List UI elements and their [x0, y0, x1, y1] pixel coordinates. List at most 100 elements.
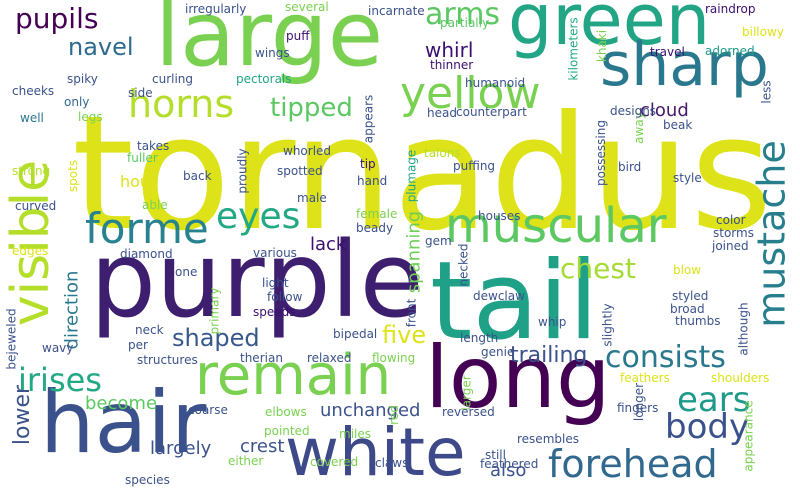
cloud-word: tornadus: [72, 82, 773, 266]
cloud-word: purple: [90, 219, 424, 341]
cloud-word: length: [460, 331, 499, 345]
cloud-word: largely: [150, 438, 212, 459]
cloud-word: curved: [15, 199, 57, 213]
cloud-word: elbows: [265, 405, 307, 419]
cloud-word: whirl: [425, 38, 474, 62]
cloud-word: long: [425, 328, 611, 428]
cloud-word: hand: [357, 174, 388, 188]
cloud-word: legs: [78, 110, 103, 124]
cloud-word: slightly: [600, 302, 615, 347]
cloud-word: tail: [430, 239, 599, 364]
cloud-word: unchanged: [320, 400, 421, 421]
cloud-word: either: [228, 454, 264, 468]
cloud-word: green: [508, 0, 711, 61]
cloud-word: puffing: [453, 159, 496, 173]
cloud-word: feathered: [480, 457, 539, 471]
cloud-word: spiky: [67, 72, 98, 86]
cloud-word: although: [736, 301, 751, 356]
cloud-word: thumbs: [675, 314, 721, 328]
cloud-word: also: [490, 460, 527, 481]
cloud-word: cloud: [640, 100, 689, 121]
cloud-word: male: [297, 191, 327, 205]
cloud-word: spots: [66, 159, 81, 193]
cloud-word: miles: [339, 427, 371, 441]
cloud-word: curling: [152, 72, 194, 86]
cloud-word: hair: [40, 373, 207, 473]
cloud-word: raindrop: [705, 2, 756, 16]
cloud-word: pectorals: [236, 72, 292, 86]
cloud-word: horns: [128, 82, 235, 126]
cloud-word: consists: [605, 340, 726, 375]
cloud-word: flowing: [372, 351, 416, 365]
cloud-word: style: [673, 171, 702, 185]
cloud-word: appearance: [741, 399, 756, 472]
cloud-word: feathers: [620, 371, 670, 385]
cloud-word: beady: [356, 221, 394, 235]
cloud-word: coarse: [188, 403, 228, 417]
cloud-word: species: [125, 473, 170, 487]
cloud-word: irises: [18, 361, 102, 399]
cloud-word: remain: [195, 343, 392, 408]
cloud-word: billowy: [742, 25, 784, 39]
cloud-word: claws: [375, 456, 409, 470]
cloud-word: pupils: [15, 2, 99, 35]
cloud-word: tipped: [270, 93, 353, 123]
cloud-word: hour: [120, 172, 157, 191]
cloud-word: appears: [360, 94, 375, 143]
cloud-word: counterpart: [456, 105, 527, 119]
cloud-word: broad: [670, 302, 705, 316]
cloud-word: primary: [206, 287, 221, 334]
cloud-word: direction: [60, 270, 82, 349]
cloud-word: gem: [425, 234, 452, 248]
cloud-word: spanning: [402, 210, 424, 293]
cloud-word: khaki: [595, 29, 610, 63]
cloud-word: able: [142, 198, 168, 212]
cloud-word: red: [386, 405, 401, 425]
cloud-word: bipedal: [333, 327, 378, 341]
cloud-word: partially: [440, 16, 490, 30]
cloud-word: light: [262, 276, 289, 290]
cloud-word: only: [64, 95, 90, 109]
cloud-word: shoulders: [711, 371, 770, 385]
cloud-word: joined: [712, 239, 749, 253]
cloud-word: back: [183, 169, 212, 183]
cloud-word: per: [128, 338, 148, 352]
cloud-word: incarnate: [368, 4, 425, 18]
cloud-word: various: [253, 246, 297, 260]
cloud-word: puff: [286, 29, 310, 43]
cloud-word: ears: [677, 380, 751, 420]
cloud-word: humanoid: [465, 76, 526, 90]
cloud-word: proudly: [235, 147, 250, 194]
cloud-word: wings: [255, 46, 290, 60]
cloud-word: necked: [456, 242, 471, 287]
cloud-word: structures: [137, 353, 198, 367]
cloud-word: pointed: [264, 424, 310, 438]
cloud-word: genie: [481, 345, 515, 359]
cloud-word: large: [155, 0, 384, 87]
cloud-word: edges: [12, 244, 49, 258]
cloud-word: still: [485, 448, 506, 462]
cloud-word: visible: [1, 159, 62, 327]
cloud-word: spotted: [277, 164, 323, 178]
cloud-word: resembles: [517, 432, 579, 446]
cloud-word: white: [285, 414, 466, 491]
cloud-word: forme: [85, 204, 209, 253]
cloud-word: lower: [10, 384, 36, 446]
cloud-word: muscular: [445, 198, 667, 254]
cloud-word: side: [128, 86, 153, 100]
cloud-word: relaxed: [307, 351, 352, 365]
cloud-word: sharp: [600, 30, 769, 100]
cloud-word: reversed: [442, 405, 495, 419]
cloud-word: wavy: [42, 341, 74, 355]
cloud-word: color: [716, 213, 746, 227]
cloud-word: crest: [240, 436, 285, 457]
cloud-word: travel: [650, 45, 685, 59]
cloud-word: less: [759, 79, 774, 104]
cloud-word: bird: [618, 160, 642, 174]
cloud-word: therian: [240, 351, 283, 365]
cloud-word: thinner: [430, 58, 474, 72]
cloud-word: strong: [12, 164, 51, 178]
cloud-word: houses: [478, 209, 521, 223]
cloud-word: yellow: [400, 68, 541, 119]
